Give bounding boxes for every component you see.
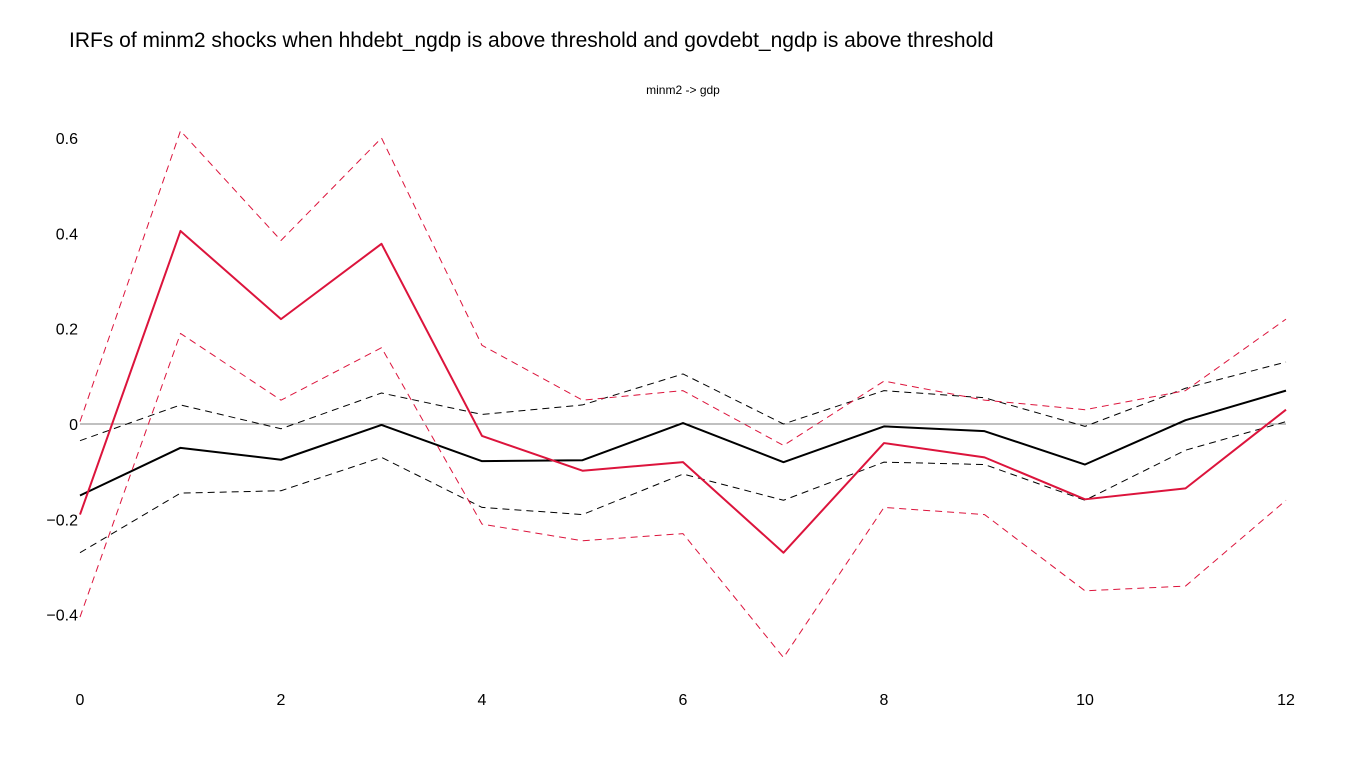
series-line-4 [79,130,1287,446]
x-tick-label: 8 [880,692,889,709]
series-line-6 [79,229,1287,554]
chart-title: IRFs of minm2 shocks when hhdebt_ngdp is… [69,29,994,52]
y-tick-label: 0.4 [56,226,78,243]
y-tick-label: 0.2 [56,322,78,339]
series-line-1 [79,361,1287,442]
y-tick-label: −0.4 [46,608,78,625]
y-tick-label: 0 [69,417,78,434]
x-tick-label: 0 [76,692,85,709]
x-axis-ticks: 0 2 4 6 8 10 12 [76,692,1295,709]
y-axis-ticks: 0.6 0.4 0.2 0 −0.2 −0.4 [46,131,78,625]
chart-subtitle: minm2 -> gdp [646,83,720,97]
x-tick-label: 10 [1076,692,1094,709]
y-tick-label: −0.2 [46,512,78,529]
x-tick-label: 2 [277,692,286,709]
series-line-2 [79,421,1287,554]
x-tick-label: 6 [679,692,688,709]
x-tick-label: 12 [1277,692,1295,709]
series-line-5 [79,332,1287,659]
x-tick-label: 4 [478,692,487,709]
y-tick-label: 0.6 [56,131,78,148]
series-layer [79,130,1287,659]
series-line-3 [79,389,1287,497]
